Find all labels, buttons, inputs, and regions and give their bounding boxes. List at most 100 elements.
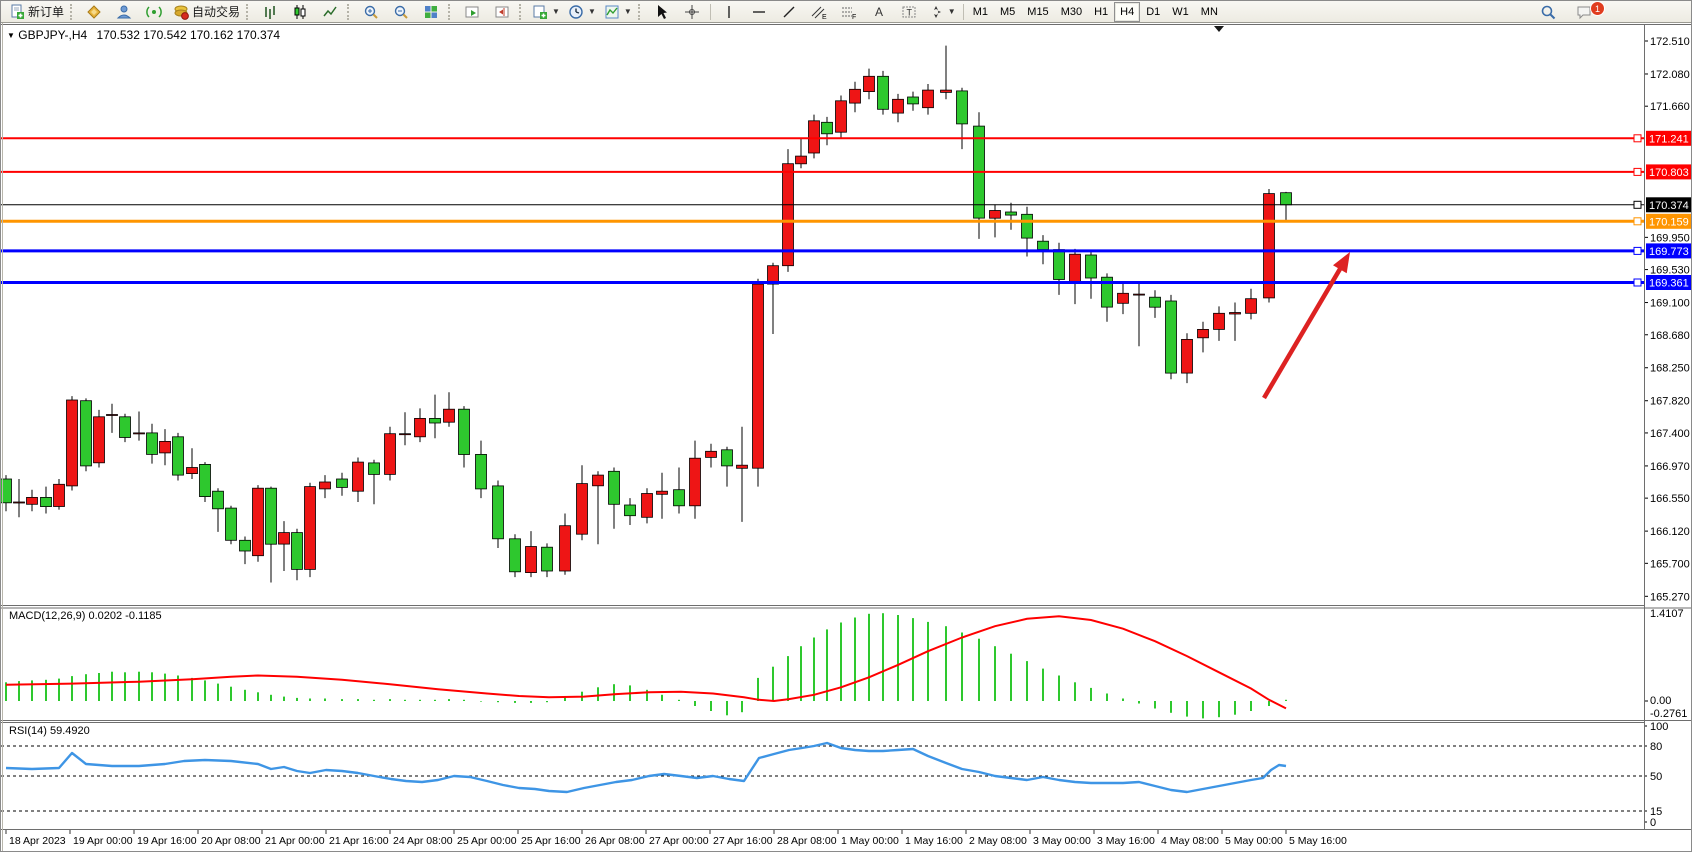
- timeframe-h1-button[interactable]: H1: [1094, 5, 1109, 18]
- price-tick-label: 169.530: [1650, 265, 1690, 277]
- auto-trading-button[interactable]: 自动交易: [169, 1, 244, 23]
- arrow-annotation[interactable]: [1262, 252, 1350, 400]
- chart-ohlc-values: 170.532 170.542 170.162 170.374: [96, 28, 281, 42]
- chart-shift-icon: [495, 6, 509, 17]
- svg-text:F: F: [852, 14, 856, 20]
- hline-171.241[interactable]: [1, 134, 1644, 143]
- price-tick-label: 166.970: [1650, 461, 1690, 473]
- macd-signal-line: [5, 615, 1287, 710]
- rsi-panel[interactable]: RSI(14) 59.4920: [1, 725, 1644, 812]
- toolbar-grip: [519, 3, 526, 20]
- styler-button[interactable]: [79, 1, 109, 23]
- new-chart-button[interactable]: ▼: [528, 1, 564, 23]
- chart-symbol-title: GBPJPY-,H4: [18, 28, 88, 42]
- chart-canvas[interactable]: MACD(12,26,9) 0.0202 -0.1185 RSI(14) 59.4…: [1, 23, 1692, 852]
- channel-tool-button[interactable]: E: [804, 1, 834, 23]
- time-tick-label: 24 Apr 08:00: [393, 835, 453, 847]
- line-chart-mode-button[interactable]: [315, 1, 345, 23]
- price-axis[interactable]: 171.241 170.803 170.374 170.159 169.773 169.3…: [1644, 36, 1692, 829]
- toolbar-grip: [246, 3, 253, 20]
- new-chart-icon: [533, 5, 548, 19]
- macd-axis-min: -0.2761: [1650, 708, 1687, 720]
- timeframe-mn-button[interactable]: MN: [1200, 5, 1218, 18]
- auto-scroll-icon: [465, 6, 479, 17]
- text-tool-button[interactable]: A: [864, 1, 894, 23]
- signals-icon: [146, 5, 162, 18]
- price-badge-169.361: 169.361: [1646, 275, 1691, 290]
- hline-169.773[interactable]: [1, 246, 1644, 255]
- channel-icon: E: [811, 6, 827, 20]
- zoom-out-button[interactable]: [386, 1, 416, 23]
- cursor-button[interactable]: [647, 1, 677, 23]
- clock-icon: [569, 4, 583, 19]
- label-tool-button[interactable]: T: [894, 1, 924, 23]
- hline-170.803[interactable]: [1, 167, 1644, 176]
- text-icon: A: [875, 5, 883, 19]
- macd-axis-max: 1.4107: [1650, 608, 1684, 620]
- hline-170.374[interactable]: [1, 200, 1644, 209]
- hline-170.159[interactable]: [1, 217, 1644, 226]
- hline-169.361[interactable]: [1, 278, 1644, 287]
- time-tick-label: 3 May 00:00: [1033, 835, 1091, 847]
- timeframe-m1-button[interactable]: M1: [972, 5, 988, 18]
- horizontal-line-icon: [752, 10, 765, 13]
- zoom-in-button[interactable]: [356, 1, 386, 23]
- cursor-icon: [657, 4, 667, 19]
- crosshair-icon: [684, 4, 699, 19]
- macd-panel[interactable]: MACD(12,26,9) 0.0202 -0.1185: [5, 610, 1287, 719]
- rsi-label: RSI(14) 59.4920: [9, 725, 90, 737]
- dropdown-caret-icon: ▼: [552, 7, 560, 16]
- svg-text:E: E: [822, 14, 827, 20]
- time-tick-label: 20 Apr 08:00: [201, 835, 261, 847]
- auto-scroll-button[interactable]: [457, 1, 487, 23]
- main-price-panel[interactable]: [1, 26, 1644, 583]
- trendline-icon: [783, 6, 795, 17]
- periods-button[interactable]: ▼: [564, 1, 600, 23]
- bar-chart-icon: [265, 5, 275, 19]
- signals-button[interactable]: [139, 1, 169, 23]
- symbol-menu-icon[interactable]: ▼: [7, 31, 15, 40]
- timeframe-m5-button[interactable]: M5: [1000, 5, 1016, 18]
- timeframe-w1-button[interactable]: W1: [1172, 5, 1189, 18]
- time-tick-label: 2 May 08:00: [969, 835, 1027, 847]
- horizontal-line-tool-button[interactable]: [744, 1, 774, 23]
- price-tick-label: 167.820: [1650, 396, 1690, 408]
- svg-text:170.374: 170.374: [1649, 200, 1689, 212]
- template-icon: [605, 5, 619, 18]
- price-tick-label: 169.100: [1650, 298, 1690, 310]
- price-tick-label: 166.120: [1650, 526, 1690, 538]
- chart-title-row: ▼ GBPJPY-,H4 170.532 170.542 170.162 170…: [7, 28, 280, 42]
- macd-axis-zero: 0.00: [1650, 695, 1671, 707]
- rsi-axis-label: 100: [1650, 721, 1668, 733]
- timeframe-m15-button[interactable]: M15: [1027, 5, 1049, 18]
- trendline-tool-button[interactable]: [774, 1, 804, 23]
- timeframe-h4-button[interactable]: H4: [1114, 1, 1141, 22]
- shapes-tool-button[interactable]: ▼: [924, 1, 960, 23]
- templates-button[interactable]: ▼: [600, 1, 636, 23]
- vertical-line-tool-button[interactable]: [714, 1, 744, 23]
- toolbar-grip: [347, 3, 354, 20]
- new-order-button[interactable]: 新订单: [5, 1, 68, 23]
- notifications-button[interactable]: 1: [1569, 1, 1605, 23]
- toolbar-grip: [637, 3, 645, 20]
- time-tick-label: 18 Apr 2023: [9, 835, 66, 847]
- svg-text:T: T: [906, 7, 912, 17]
- time-tick-label: 1 May 16:00: [905, 835, 963, 847]
- chart-shift-marker[interactable]: [1214, 26, 1224, 32]
- search-button[interactable]: [1533, 1, 1563, 23]
- time-axis[interactable]: 18 Apr 2023 19 Apr 00:00 19 Apr 16:00 20 Ap…: [5, 830, 1347, 847]
- crosshair-button[interactable]: [677, 1, 707, 23]
- chart-shift-button[interactable]: [487, 1, 517, 23]
- timeframe-m30-button[interactable]: M30: [1060, 5, 1083, 18]
- experts-button[interactable]: [109, 1, 139, 23]
- candle-chart-mode-button[interactable]: [285, 1, 315, 23]
- price-tick-label: 165.270: [1650, 591, 1690, 603]
- fibonacci-tool-button[interactable]: F: [834, 1, 864, 23]
- tile-windows-button[interactable]: [416, 1, 446, 23]
- dropdown-caret-icon: ▼: [587, 7, 596, 16]
- candle-chart-icon: [294, 4, 306, 19]
- bar-chart-mode-button[interactable]: [255, 1, 285, 23]
- toolbar-separator: [709, 3, 711, 20]
- price-tick-label: 165.700: [1650, 558, 1690, 570]
- timeframe-d1-button[interactable]: D1: [1146, 5, 1161, 18]
